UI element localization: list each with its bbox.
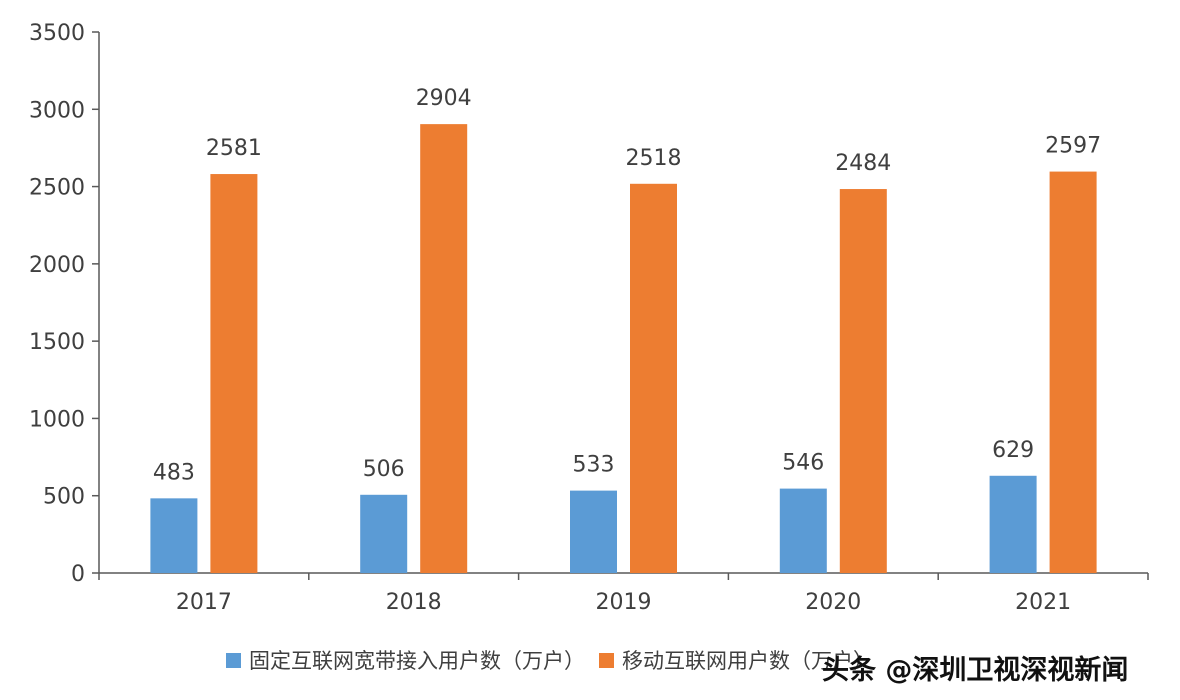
bar-mobile-internet [1049, 171, 1097, 573]
y-tick-label: 3000 [29, 98, 85, 123]
data-labels: 483 2581 506 2904 533 2518 546 2484 629 2597 [153, 86, 1101, 485]
bar-fixed-broadband [150, 498, 198, 573]
bar-fixed-broadband [779, 488, 827, 573]
data-label: 2597 [1045, 134, 1101, 159]
legend-swatch-mobile-internet [599, 652, 614, 668]
x-axis: 2017 2018 2019 2020 2021 [98, 572, 1149, 615]
x-tick-label: 2021 [1015, 590, 1071, 615]
y-tick-label: 1000 [29, 407, 85, 432]
legend-label-fixed-broadband: 固定互联网宽带接入用户数（万户） [249, 649, 585, 673]
bars [150, 124, 1097, 574]
x-tick-label: 2017 [176, 590, 232, 615]
legend-swatch-fixed-broadband [226, 652, 241, 668]
bar-mobile-internet [420, 124, 468, 573]
bar-mobile-internet [839, 189, 887, 574]
y-tick-label: 1500 [29, 330, 85, 355]
data-label: 483 [153, 460, 195, 485]
legend: 固定互联网宽带接入用户数（万户） 移动互联网用户数（万户） [226, 645, 888, 675]
y-tick-label: 3500 [29, 21, 85, 46]
legend-item-fixed-broadband: 固定互联网宽带接入用户数（万户） [226, 645, 585, 675]
bar-mobile-internet [630, 183, 677, 574]
data-label: 533 [573, 453, 615, 478]
data-label: 506 [363, 457, 405, 482]
data-label: 2518 [626, 146, 682, 171]
y-tick-label: 500 [43, 485, 85, 510]
data-label: 546 [782, 451, 824, 476]
bar-mobile-internet [210, 174, 258, 573]
y-tick-label: 0 [71, 562, 85, 587]
bar-fixed-broadband [989, 475, 1037, 573]
legend-label-mobile-internet: 移动互联网用户数（万户） [622, 649, 874, 673]
x-tick-label: 2018 [386, 590, 442, 615]
y-tick-label: 2500 [29, 176, 85, 201]
bar-fixed-broadband [570, 490, 617, 573]
data-label: 2581 [206, 136, 262, 161]
legend-item-mobile-internet: 移动互联网用户数（万户） [599, 645, 874, 675]
data-label: 629 [992, 438, 1034, 463]
x-tick-label: 2020 [805, 590, 861, 615]
data-label: 2484 [835, 151, 891, 176]
data-label: 2904 [416, 86, 472, 111]
x-tick-label: 2019 [596, 590, 652, 615]
y-axis: 0 500 1000 1500 2000 2500 3000 3500 [29, 21, 100, 587]
y-tick-label: 2000 [29, 253, 85, 278]
watermark: 头条 @深圳卫视深视新闻 [822, 655, 1129, 686]
bar-fixed-broadband [360, 494, 408, 573]
